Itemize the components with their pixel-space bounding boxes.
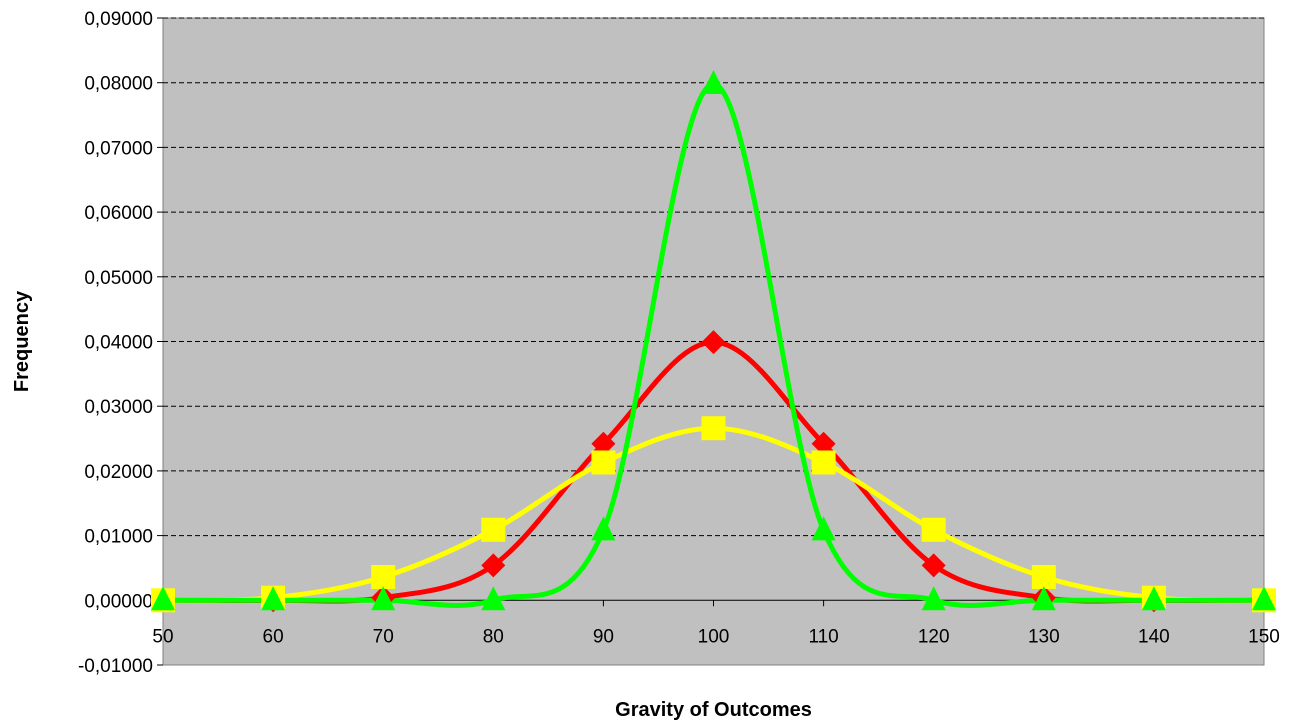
x-tick-label: 60 (263, 626, 284, 647)
data-point (811, 450, 836, 475)
x-tick-label: 90 (593, 626, 614, 647)
x-tick-label: 110 (808, 626, 838, 647)
data-point (701, 69, 726, 94)
series-markers (151, 69, 1276, 613)
y-tick-label: -0,01000 (78, 656, 153, 677)
x-tick-label: 50 (152, 626, 173, 647)
data-point (261, 586, 286, 611)
data-point (921, 517, 946, 542)
y-tick-label: 0,01000 (84, 527, 153, 548)
y-axis-ticks: -0,01000 0,00000 0,01000 0,02000 0,03000 0,04… (78, 9, 163, 677)
y-tick-label: 0,02000 (84, 462, 153, 483)
y-tick-label: 0,09000 (84, 9, 153, 30)
data-point (701, 416, 726, 441)
y-tick-label: 0,05000 (84, 268, 153, 289)
data-point (921, 553, 946, 578)
y-tick-label: 0,07000 (84, 138, 153, 159)
data-point (481, 586, 506, 611)
data-point (1031, 586, 1056, 611)
data-point (371, 565, 396, 590)
x-tick-label: 150 (1248, 626, 1280, 647)
data-point (481, 517, 506, 542)
data-point (811, 431, 836, 456)
data-point (811, 516, 836, 541)
data-point (481, 553, 506, 578)
data-point (151, 586, 175, 611)
x-tick-label: 100 (698, 626, 730, 647)
data-point (1031, 565, 1056, 590)
x-tick-label: 140 (1138, 626, 1170, 647)
data-point (921, 586, 946, 611)
x-tick-label: 120 (918, 626, 950, 647)
data-point (591, 431, 616, 456)
x-tick-label: 70 (373, 626, 394, 647)
data-point (1252, 586, 1276, 611)
data-point (591, 450, 616, 475)
y-tick-label: 0,04000 (84, 333, 153, 354)
data-point (591, 516, 616, 541)
data-point (371, 586, 396, 611)
x-axis-ticks: 50 60 70 80 90 100 110 120 130 140 150 (152, 600, 1280, 647)
x-tick-label: 130 (1028, 626, 1060, 647)
y-tick-label: 0,03000 (84, 397, 153, 418)
y-axis-title: Frequency (11, 290, 33, 392)
y-tick-label: 0,08000 (84, 74, 153, 95)
data-point (701, 330, 726, 355)
y-tick-label: 0,06000 (84, 203, 153, 224)
y-tick-label: 0,00000 (84, 591, 153, 612)
x-tick-label: 80 (483, 626, 504, 647)
data-point (1141, 586, 1166, 611)
x-axis-title: Gravity of Outcomes (615, 699, 812, 721)
